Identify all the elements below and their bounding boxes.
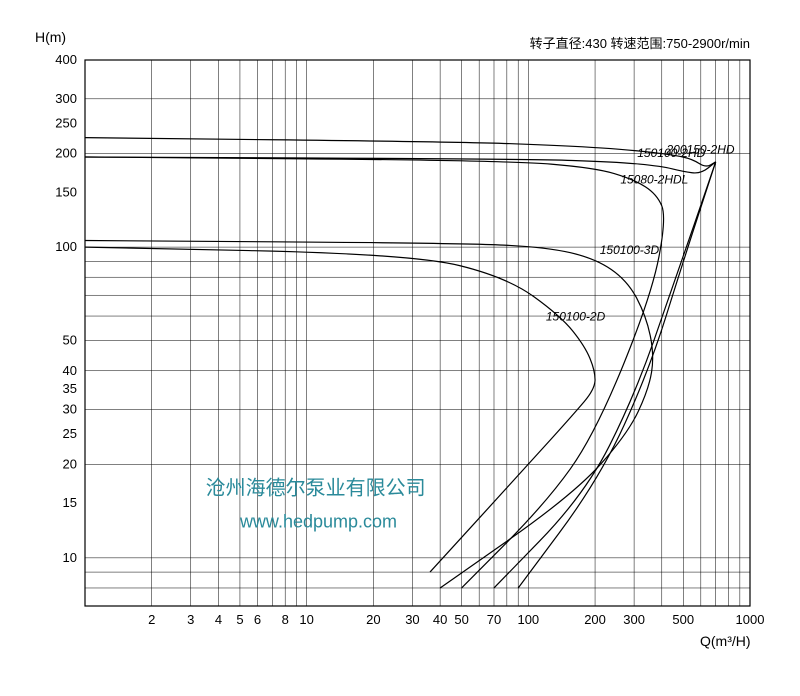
x-tick: 10 [299, 612, 313, 627]
y-tick: 100 [55, 239, 77, 254]
y-tick: 400 [55, 52, 77, 67]
x-tick: 30 [405, 612, 419, 627]
x-tick: 500 [672, 612, 694, 627]
x-tick: 300 [623, 612, 645, 627]
chart-container: 2 3 456 8 10 20 30 40 50 70 100 200 300 500 1000 10 15 20… [0, 0, 800, 696]
x-tick: 6 [254, 612, 261, 627]
watermark-company: 沧州海德尔泵业有限公司 [206, 476, 426, 499]
x-tick: 50 [454, 612, 468, 627]
x-tick: 4 [215, 612, 222, 627]
x-axis-label: Q(m³/H) [700, 633, 751, 649]
y-tick: 40 [63, 363, 77, 378]
y-tick: 30 [63, 402, 77, 417]
x-tick: 100 [517, 612, 539, 627]
x-tick: 40 [433, 612, 447, 627]
x-tick: 1000 [736, 612, 765, 627]
y-tick: 15 [63, 495, 77, 510]
y-axis-label: H(m) [35, 29, 66, 45]
y-tick: 35 [63, 381, 77, 396]
pump-curve-chart: 2 3 456 8 10 20 30 40 50 70 100 200 300 500 1000 10 15 20… [0, 0, 800, 696]
chart-header: 转子直径:430 转速范围:750-2900r/min [530, 36, 750, 51]
x-tick: 200 [584, 612, 606, 627]
watermark-url: www.hedpump.com [239, 512, 397, 532]
y-tick: 10 [63, 550, 77, 565]
x-tick: 8 [282, 612, 289, 627]
x-tick: 5 [236, 612, 243, 627]
x-tick: 70 [487, 612, 501, 627]
curve-label: 150100-3D [600, 243, 660, 257]
curve-label: 200150-2HD [665, 143, 734, 157]
pump-curve [494, 162, 716, 588]
x-tick: 2 [148, 612, 155, 627]
y-tick: 250 [55, 115, 77, 130]
curve-label: 150100-2D [546, 310, 606, 324]
y-tick: 150 [55, 184, 77, 199]
curve-label: 15080-2HDL [620, 173, 688, 187]
x-tick: 3 [187, 612, 194, 627]
y-tick: 300 [55, 91, 77, 106]
y-tick: 25 [63, 426, 77, 441]
y-tick: 50 [63, 333, 77, 348]
y-tick: 20 [63, 456, 77, 471]
pump-curve [85, 138, 716, 166]
pump-curve [518, 162, 715, 588]
x-tick: 20 [366, 612, 380, 627]
y-tick: 200 [55, 146, 77, 161]
pump-curve [85, 241, 653, 588]
